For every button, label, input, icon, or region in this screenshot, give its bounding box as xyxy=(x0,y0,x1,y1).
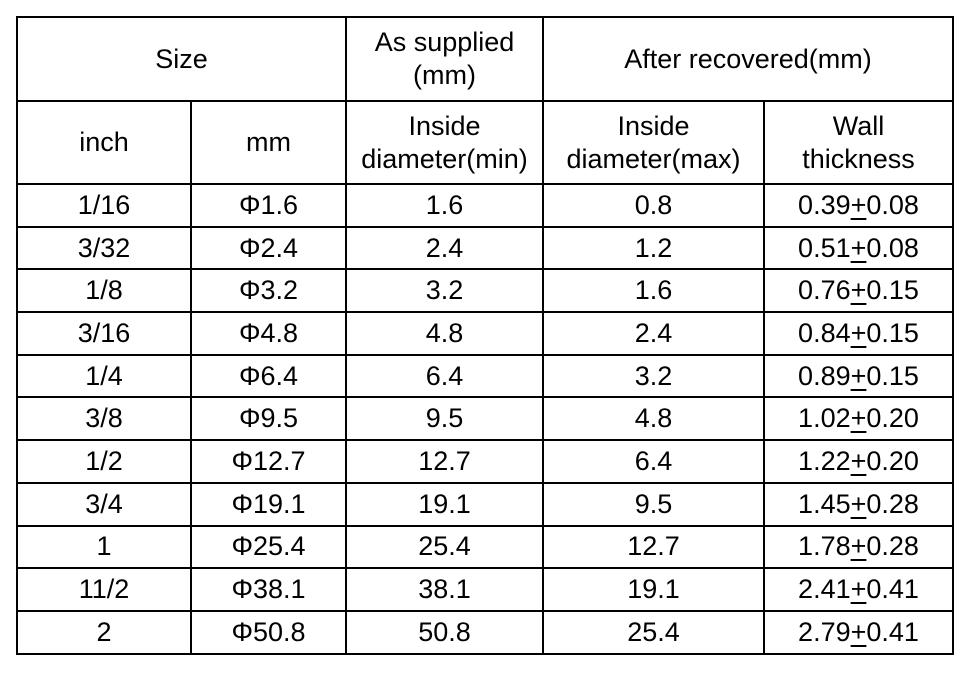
cell-supplied-inside-diameter-min: 3.2 xyxy=(345,268,544,314)
table-row: 1 Φ25.4 25.4 12.7 1.78+0.28 xyxy=(16,524,954,570)
cell-size-inch: 3/8 xyxy=(16,396,192,442)
cell-size-inch: 3/32 xyxy=(16,225,192,271)
plus-minus-sign: + xyxy=(850,403,867,434)
size-spec-table: Size As supplied (mm) After recovered(mm… xyxy=(16,16,954,655)
plus-minus-sign: + xyxy=(850,232,867,263)
header-row-sub: inch mm Inside diameter(min) Inside diam… xyxy=(16,100,954,185)
cell-size-inch: 1/8 xyxy=(16,268,192,314)
header-wall-thickness: Wall thickness xyxy=(763,100,954,185)
cell-size-mm: Φ4.8 xyxy=(190,311,347,356)
cell-size-mm: Φ38.1 xyxy=(190,567,347,612)
cell-recovered-inside-diameter-max: 0.8 xyxy=(542,183,765,228)
cell-wall-thickness: 1.02+0.20 xyxy=(763,396,954,442)
cell-supplied-inside-diameter-min: 50.8 xyxy=(345,609,544,655)
cell-wall-thickness: 0.89+0.15 xyxy=(763,353,954,399)
cell-supplied-inside-diameter-min: 9.5 xyxy=(345,396,544,442)
plus-minus-sign: + xyxy=(850,360,867,391)
table-row: 3/32 Φ2.4 2.4 1.2 0.51+0.08 xyxy=(16,225,954,271)
cell-size-mm: Φ2.4 xyxy=(190,225,347,271)
cell-supplied-inside-diameter-min: 12.7 xyxy=(345,439,544,484)
cell-size-mm: Φ50.8 xyxy=(190,609,347,655)
table-row: 3/16 Φ4.8 4.8 2.4 0.84+0.15 xyxy=(16,311,954,356)
cell-recovered-inside-diameter-max: 6.4 xyxy=(542,439,765,484)
cell-size-mm: Φ3.2 xyxy=(190,268,347,314)
cell-size-mm: Φ9.5 xyxy=(190,396,347,442)
cell-size-inch: 11/2 xyxy=(16,567,192,612)
table-body: 1/16 Φ1.6 1.6 0.8 0.39+0.08 3/32 Φ2.4 2.4 1.2 0.5… xyxy=(16,183,954,655)
cell-supplied-inside-diameter-min: 4.8 xyxy=(345,311,544,356)
cell-wall-thickness: 1.45+0.28 xyxy=(763,481,954,527)
cell-recovered-inside-diameter-max: 25.4 xyxy=(542,609,765,655)
header-inch: inch xyxy=(16,100,192,185)
cell-supplied-inside-diameter-min: 19.1 xyxy=(345,481,544,527)
cell-size-inch: 1/4 xyxy=(16,353,192,399)
cell-wall-thickness: 0.39+0.08 xyxy=(763,183,954,228)
cell-wall-thickness: 1.78+0.28 xyxy=(763,524,954,570)
cell-wall-thickness: 1.22+0.20 xyxy=(763,439,954,484)
plus-minus-sign: + xyxy=(850,189,867,220)
table-row: 11/2 Φ38.1 38.1 19.1 2.41+0.41 xyxy=(16,567,954,612)
header-inside-diameter-max: Inside diameter(max) xyxy=(542,100,765,185)
cell-size-inch: 3/4 xyxy=(16,481,192,527)
cell-wall-thickness: 0.51+0.08 xyxy=(763,225,954,271)
cell-wall-thickness: 2.41+0.41 xyxy=(763,567,954,612)
cell-size-mm: Φ19.1 xyxy=(190,481,347,527)
plus-minus-sign: + xyxy=(850,574,867,605)
plus-minus-sign: + xyxy=(850,488,867,519)
header-as-supplied: As supplied (mm) xyxy=(345,16,544,102)
cell-size-mm: Φ12.7 xyxy=(190,439,347,484)
table-row: 2 Φ50.8 50.8 25.4 2.79+0.41 xyxy=(16,609,954,655)
table-row: 1/16 Φ1.6 1.6 0.8 0.39+0.08 xyxy=(16,183,954,228)
cell-supplied-inside-diameter-min: 25.4 xyxy=(345,524,544,570)
cell-size-inch: 1 xyxy=(16,524,192,570)
cell-size-mm: Φ25.4 xyxy=(190,524,347,570)
cell-recovered-inside-diameter-max: 1.6 xyxy=(542,268,765,314)
plus-minus-sign: + xyxy=(850,446,867,476)
cell-size-mm: Φ1.6 xyxy=(190,183,347,228)
cell-size-inch: 3/16 xyxy=(16,311,192,356)
cell-wall-thickness: 2.79+0.41 xyxy=(763,609,954,655)
header-mm: mm xyxy=(190,100,347,185)
cell-wall-thickness: 0.76+0.15 xyxy=(763,268,954,314)
table-row: 1/8 Φ3.2 3.2 1.6 0.76+0.15 xyxy=(16,268,954,314)
table-row: 1/4 Φ6.4 6.4 3.2 0.89+0.15 xyxy=(16,353,954,399)
cell-size-inch: 2 xyxy=(16,609,192,655)
cell-recovered-inside-diameter-max: 3.2 xyxy=(542,353,765,399)
table-row: 1/2 Φ12.7 12.7 6.4 1.22+0.20 xyxy=(16,439,954,484)
plus-minus-sign: + xyxy=(850,275,867,306)
plus-minus-sign: + xyxy=(850,317,867,348)
cell-recovered-inside-diameter-max: 12.7 xyxy=(542,524,765,570)
cell-size-inch: 1/2 xyxy=(16,439,192,484)
header-inside-diameter-min: Inside diameter(min) xyxy=(345,100,544,185)
cell-supplied-inside-diameter-min: 6.4 xyxy=(345,353,544,399)
plus-minus-sign: + xyxy=(850,531,867,562)
cell-supplied-inside-diameter-min: 38.1 xyxy=(345,567,544,612)
cell-size-mm: Φ6.4 xyxy=(190,353,347,399)
cell-size-inch: 1/16 xyxy=(16,183,192,228)
cell-recovered-inside-diameter-max: 1.2 xyxy=(542,225,765,271)
cell-recovered-inside-diameter-max: 2.4 xyxy=(542,311,765,356)
cell-wall-thickness: 0.84+0.15 xyxy=(763,311,954,356)
cell-recovered-inside-diameter-max: 4.8 xyxy=(542,396,765,442)
header-size: Size xyxy=(16,16,347,102)
cell-supplied-inside-diameter-min: 1.6 xyxy=(345,183,544,228)
header-row-top: Size As supplied (mm) After recovered(mm… xyxy=(16,16,954,102)
cell-recovered-inside-diameter-max: 9.5 xyxy=(542,481,765,527)
table-row: 3/8 Φ9.5 9.5 4.8 1.02+0.20 xyxy=(16,396,954,442)
cell-supplied-inside-diameter-min: 2.4 xyxy=(345,225,544,271)
cell-recovered-inside-diameter-max: 19.1 xyxy=(542,567,765,612)
table-row: 3/4 Φ19.1 19.1 9.5 1.45+0.28 xyxy=(16,481,954,527)
header-after-recovered: After recovered(mm) xyxy=(542,16,954,102)
plus-minus-sign: + xyxy=(850,616,867,647)
